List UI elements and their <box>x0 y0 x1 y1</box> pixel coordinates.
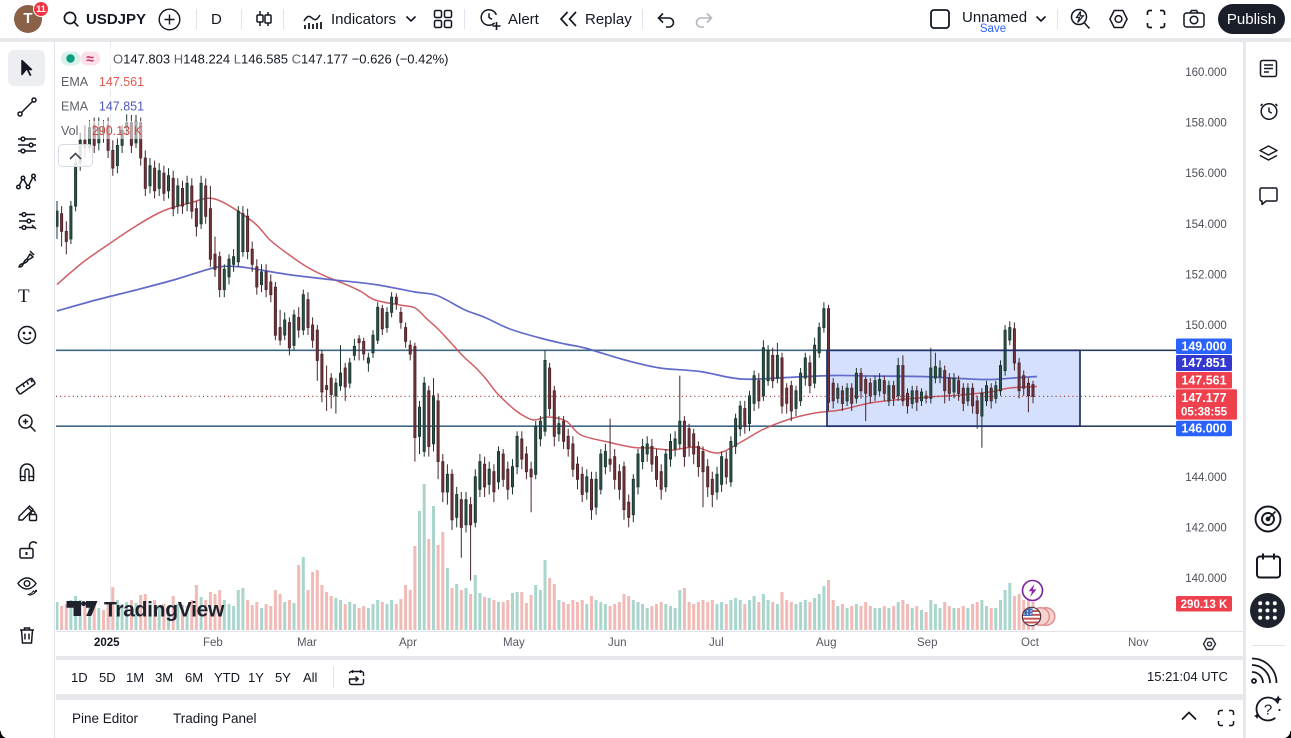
svg-text:EMA 147.851: EMA 147.851 <box>61 100 144 114</box>
svg-text:147.177: 147.177 <box>1181 391 1226 405</box>
svg-text:142.000: 142.000 <box>1185 522 1227 534</box>
svg-text:160.000: 160.000 <box>1185 67 1227 79</box>
svg-text:Vol 290.13 K: Vol 290.13 K <box>61 124 143 138</box>
svg-text:05:38:55: 05:38:55 <box>1181 407 1228 419</box>
svg-text:146.000: 146.000 <box>1181 422 1226 436</box>
svg-text:144.000: 144.000 <box>1185 472 1227 484</box>
svg-text:TradingView: TradingView <box>104 599 225 622</box>
svg-text:140.000: 140.000 <box>1185 573 1227 585</box>
svg-text:150.000: 150.000 <box>1185 320 1227 332</box>
svg-text:149.000: 149.000 <box>1181 339 1226 353</box>
svg-text:?: ? <box>1264 702 1272 719</box>
svg-text:147.851: 147.851 <box>1181 356 1226 370</box>
svg-text:154.000: 154.000 <box>1185 219 1227 231</box>
svg-text:158.000: 158.000 <box>1185 118 1227 130</box>
svg-text:156.000: 156.000 <box>1185 168 1227 180</box>
svg-text:O147.803 H148.224 L146.585 C14: O147.803 H148.224 L146.585 C147.177 −0.6… <box>113 52 449 67</box>
svg-text:≈: ≈ <box>86 51 94 67</box>
svg-text:147.561: 147.561 <box>1181 373 1226 387</box>
svg-text:EMA 147.561: EMA 147.561 <box>61 75 144 89</box>
svg-text:152.000: 152.000 <box>1185 269 1227 281</box>
svg-text:290.13 K: 290.13 K <box>1181 599 1228 611</box>
